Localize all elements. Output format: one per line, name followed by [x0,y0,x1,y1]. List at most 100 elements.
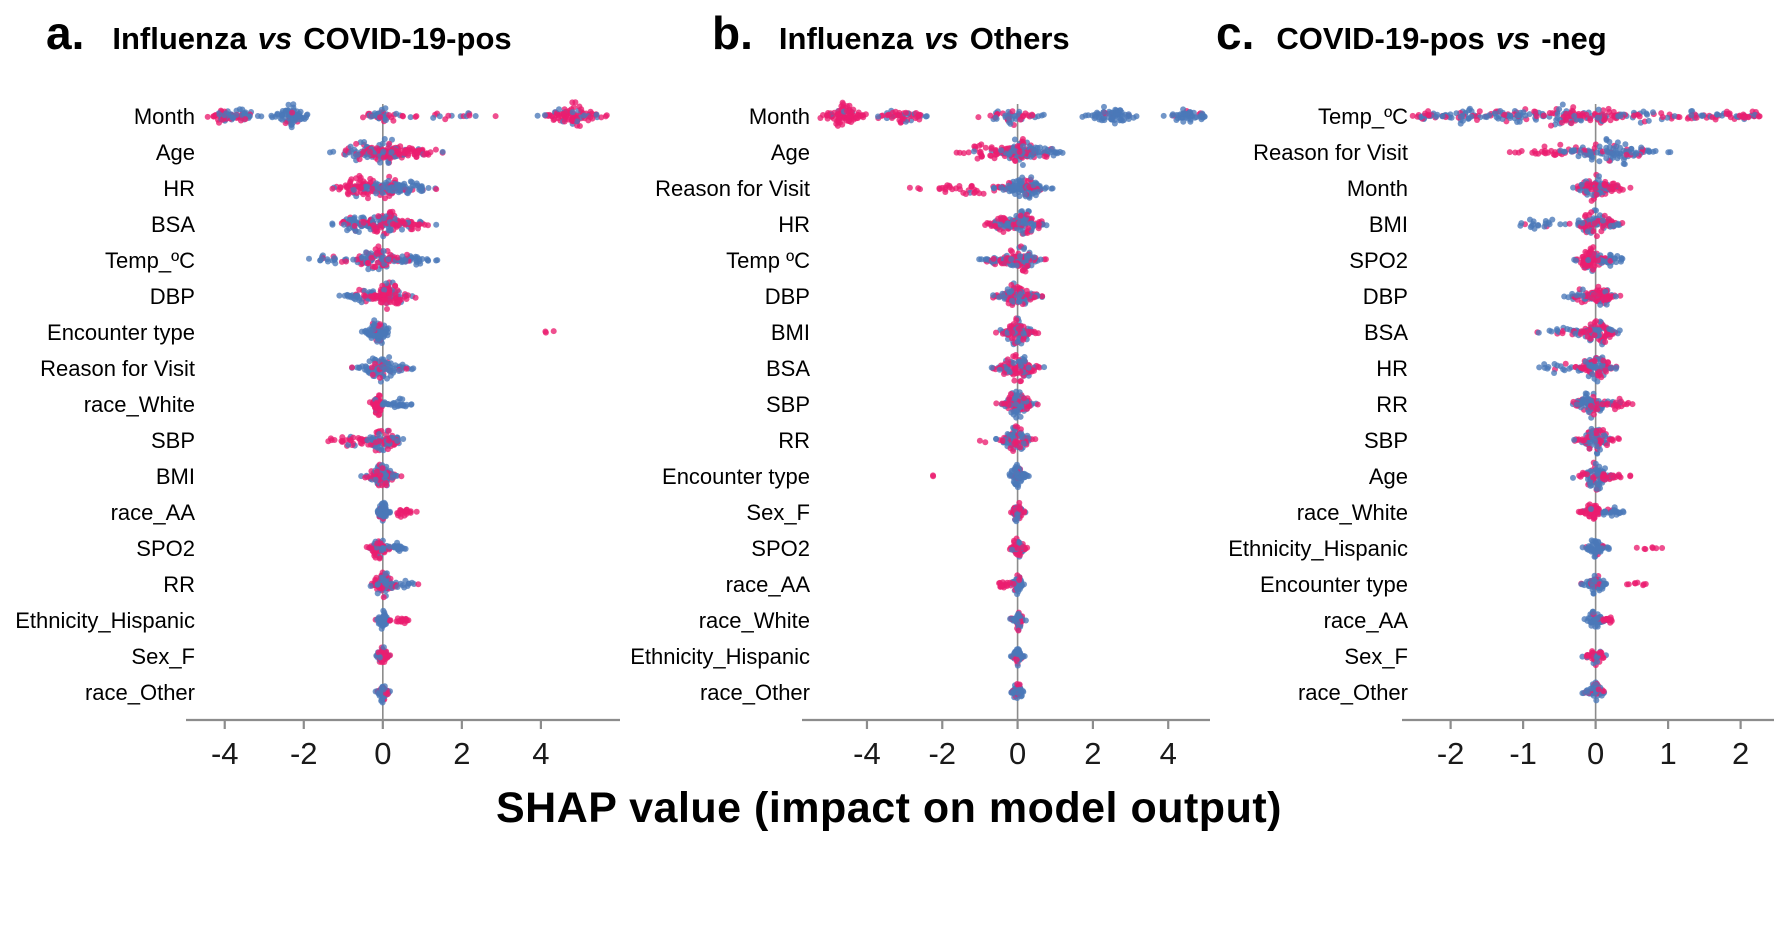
swarm-dot [1017,291,1024,298]
swarm-dot [971,143,978,150]
feature-label: SBP [1364,428,1408,453]
swarm-dot [1020,330,1027,337]
swarm-dot [1591,220,1598,227]
swarm-dot [1546,110,1553,116]
swarm-dot [1522,112,1529,119]
swarm-dot [365,190,371,197]
swarm-dot [372,476,379,483]
swarm-dot [370,222,377,229]
swarm-dot [1596,143,1603,150]
swarm-dot [399,253,406,260]
swarm-dot [375,292,382,299]
swarm-dot [915,185,922,192]
swarm-dot [409,182,416,189]
swarm-dot [394,584,401,590]
swarm-dot [425,222,431,229]
swarm-dot [1646,148,1653,155]
swarm-dot [1013,689,1020,696]
feature-label: race_Other [1298,680,1408,705]
swarm-dot [1563,110,1570,117]
swarm-dot [384,375,390,382]
swarm-dot [1448,114,1455,121]
swarm-dot [1579,286,1586,293]
swarm-dot [1618,255,1625,261]
swarm-dot [569,109,576,116]
swarm-dot [347,182,354,189]
swarm-dot [380,154,387,161]
swarm-dot [343,258,350,265]
swarm-dot [975,114,982,121]
swarm-dot [415,581,422,588]
feature-label: BMI [1369,212,1408,237]
swarm-dot [402,508,409,515]
swarm-dot [996,294,1003,301]
swarm-dot [1046,148,1053,155]
swarm-dot [916,116,923,123]
swarm-dot [999,400,1005,407]
swarm-dot [1595,257,1602,264]
swarm-dot [1030,182,1037,189]
swarm-dot [336,292,343,299]
swarm-dot [1549,216,1556,223]
swarm-dot [1020,440,1027,447]
swarm-dot [1606,144,1613,151]
swarm-dot [1584,228,1591,235]
swarm-dot [379,255,386,262]
swarm-dot [1017,403,1024,410]
swarm-dot [1197,112,1204,119]
swarm-dot [993,436,1000,442]
swarm-dot [436,113,443,120]
swarm-dot [1608,112,1615,119]
swarm-dot [875,113,881,120]
swarm-dot [553,112,560,119]
swarm-dot [1169,112,1176,119]
feature-label: race_Other [85,680,195,705]
swarm-dot [1008,409,1015,416]
swarm-dot [1568,120,1575,127]
swarm-dot [1608,222,1614,229]
feature-label: Age [771,140,810,165]
swarm-dot [1568,148,1575,155]
swarm-dot [1026,403,1033,410]
swarm-dot [373,402,380,409]
feature-label: Reason for Visit [655,176,810,201]
swarm-dot [976,437,983,444]
swarm-dot [368,254,375,261]
swarm-dot [368,364,375,371]
swarm-dot [1009,297,1016,304]
swarm-dot [288,121,295,128]
swarm-dot [1579,110,1586,117]
swarm-dot [353,140,360,147]
feature-label: DBP [765,284,810,309]
panel-c-title-vs: vs [1495,21,1531,56]
swarm-dot [990,185,997,192]
feature-label: Month [1347,176,1408,201]
swarm-dot [1507,113,1514,120]
feature-label: Temp_ºC [105,248,195,273]
swarm-dot [1008,149,1014,156]
swarm-dot [378,511,384,518]
swarm-dot [1021,509,1028,516]
swarm-dot [379,623,386,630]
swarm-dot [387,155,394,162]
swarm-dot [1011,466,1018,473]
swarm-dot [404,190,411,197]
swarm-dot [393,543,400,550]
swarm-dot [1515,149,1522,156]
feature-label: race_Other [700,680,810,705]
panel-a-title-right: COVID-19-pos [303,21,512,56]
x-tick-label: 4 [532,736,549,768]
swarm-dot [386,140,393,147]
swarm-dot [1020,246,1027,252]
swarm-dot [1497,108,1504,114]
swarm-dot [1014,681,1021,687]
feature-label: Encounter type [47,320,195,345]
swarm-dot [556,106,562,113]
swarm-dot [1554,110,1561,117]
swarm-dot [1011,136,1018,143]
swarm-dot [1006,472,1013,479]
swarm-dot [1017,368,1024,375]
